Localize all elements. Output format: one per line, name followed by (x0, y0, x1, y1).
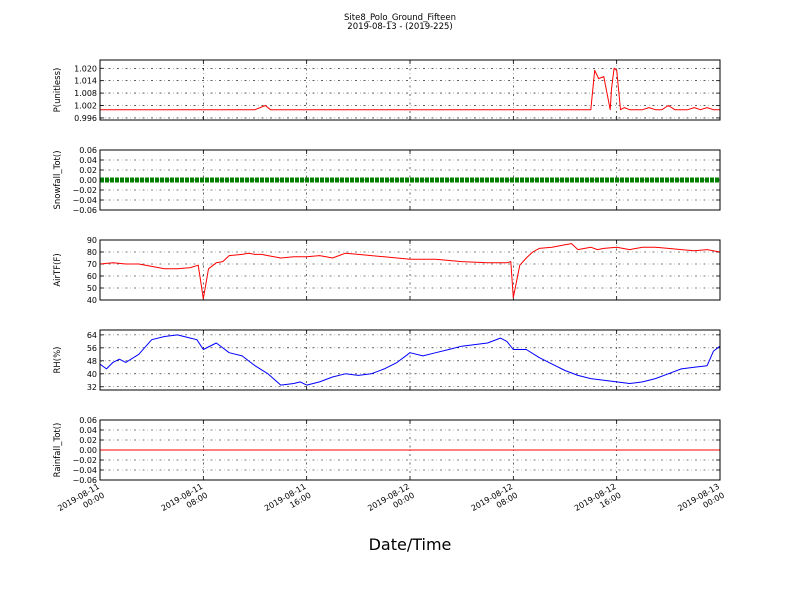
y-tick-label: −0.02 (72, 186, 97, 195)
y-axis-label: P(unitless) (53, 68, 63, 113)
panel-0: 0.996 1.002 1.008 1.014 1.020 P(unitless) (53, 59, 721, 123)
panel-frame (99, 59, 721, 121)
y-tick-label: 0.02 (79, 436, 97, 445)
series-line (100, 334, 720, 386)
panel-frame (99, 329, 721, 391)
y-tick-label: 0.06 (79, 416, 97, 425)
y-tick-label: −0.02 (72, 456, 97, 465)
y-tick-label: 0.04 (79, 156, 97, 165)
y-tick-label: 40 (87, 296, 97, 305)
y-tick-label: 1.020 (74, 64, 97, 73)
y-axis-label: Rainfall_Tot() (53, 423, 63, 478)
y-tick-label: 60 (87, 272, 97, 281)
y-tick-label: 64 (87, 331, 97, 340)
series-line (100, 243, 720, 300)
chart-title: Site8_Polo_Ground_Fifteen (344, 13, 456, 23)
y-tick-label: −0.04 (72, 196, 97, 205)
y-tick-label: 0.02 (79, 166, 97, 175)
y-axis-label: Snowfall_Tot() (53, 150, 63, 209)
y-tick-label: 50 (87, 284, 97, 293)
y-tick-label: 1.014 (74, 77, 97, 86)
panel-frame (99, 419, 721, 481)
y-tick-label: 32 (87, 383, 97, 392)
x-axis-label: Date/Time (369, 535, 452, 554)
chart-subtitle: 2019-08-13 - (2019-225) (347, 22, 452, 32)
y-tick-label: 48 (87, 357, 97, 366)
y-tick-label: 56 (87, 344, 97, 353)
panel-2: 90 80 70 60 50 40 AirTF(F) (53, 236, 721, 305)
y-tick-label: 1.002 (74, 102, 97, 111)
y-tick-label: 0.06 (79, 146, 97, 155)
series-line (100, 67, 720, 111)
y-tick-label: 1.008 (74, 89, 97, 98)
y-tick-label: −0.06 (72, 476, 97, 485)
y-tick-label: 90 (87, 236, 97, 245)
panel-1: 0.060.040.020.00−0.02−0.04−0.06 Snowfall_… (53, 146, 721, 215)
panel-4: 0.060.040.020.00−0.02−0.04−0.06 Rainfall_… (53, 416, 721, 485)
y-tick-label: −0.04 (72, 466, 97, 475)
panel-frame (99, 239, 721, 301)
y-axis-label: AirTF(F) (53, 253, 63, 286)
panels: 0.996 1.002 1.008 1.014 1.020 P(unitless) 0.06… (53, 59, 721, 485)
y-tick-label: 0.00 (79, 176, 97, 185)
y-tick-label: −0.06 (72, 206, 97, 215)
y-tick-label: 40 (87, 370, 97, 379)
y-tick-label: 70 (87, 260, 97, 269)
y-tick-label: 80 (87, 248, 97, 257)
y-tick-label: 0.996 (74, 114, 97, 123)
panel-frame (99, 149, 721, 211)
y-axis-label: RH(%) (53, 346, 63, 373)
y-tick-label: 0.04 (79, 426, 97, 435)
y-tick-label: 0.00 (79, 446, 97, 455)
panel-3: 64 56 48 40 32 RH(%) (53, 329, 721, 392)
